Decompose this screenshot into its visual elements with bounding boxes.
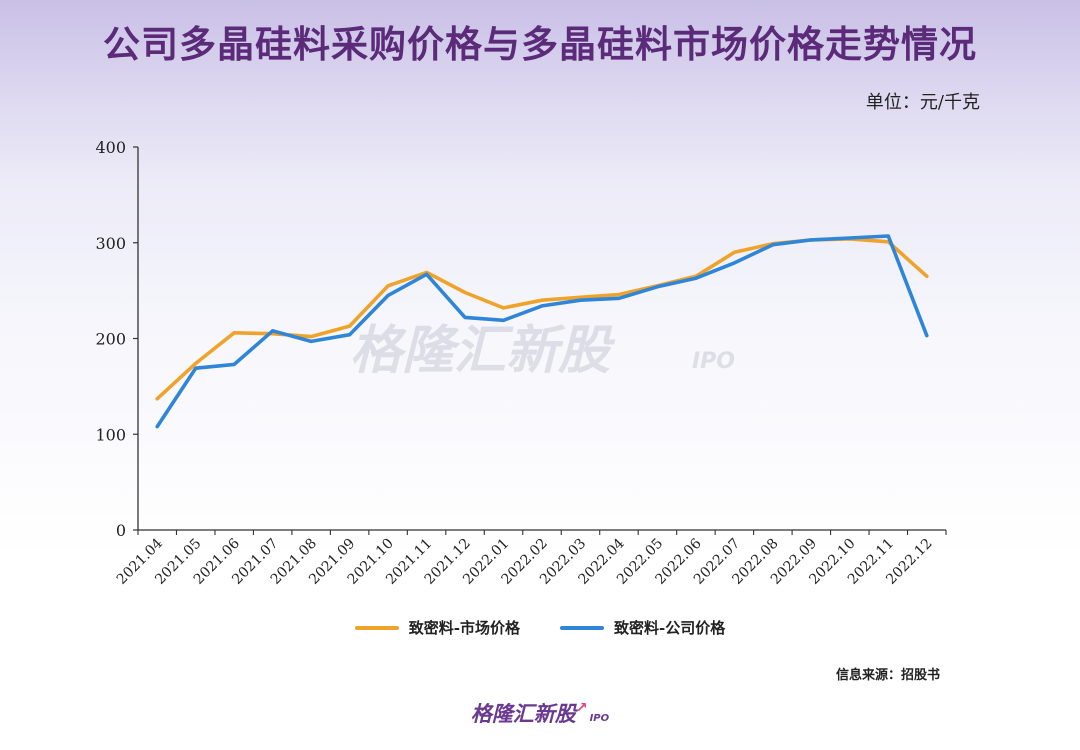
data-point-company — [579, 298, 582, 302]
chart-series — [155, 234, 929, 429]
data-point-market — [579, 295, 582, 299]
brand-logo-ipo: IPO — [589, 713, 610, 724]
chart-legend: 致密料-市场价格 致密料-公司价格 — [0, 617, 1080, 638]
data-point-company — [809, 238, 813, 242]
data-point-company — [463, 315, 467, 319]
watermark-sub: IPO — [692, 349, 735, 374]
data-point-company — [694, 276, 698, 280]
y-tick-label: 100 — [95, 425, 126, 444]
data-point-company — [655, 285, 659, 289]
data-point-company — [925, 334, 929, 338]
data-point-market — [502, 306, 505, 310]
legend-label-market: 致密料-市场价格 — [408, 619, 520, 637]
data-point-market — [348, 324, 352, 328]
y-tick-label: 400 — [95, 138, 126, 157]
data-point-company — [771, 243, 775, 247]
data-point-company — [155, 425, 159, 429]
data-point-market — [540, 298, 544, 302]
chart-title: 公司多晶硅料采购价格与多晶硅料市场价格走势情况 — [103, 23, 977, 66]
watermark: 格隆汇新股 IPO — [350, 321, 735, 381]
y-tick-label: 300 — [95, 234, 126, 253]
data-point-company — [617, 296, 621, 300]
data-point-market — [232, 331, 236, 335]
data-point-company — [271, 329, 275, 333]
brand-logo: 格隆汇新股↗IPO — [0, 698, 1080, 728]
data-point-market — [617, 293, 621, 296]
data-point-company — [732, 261, 736, 265]
brand-logo-text: 格隆汇新股 — [470, 702, 576, 726]
legend-label-company: 致密料-公司价格 — [614, 619, 726, 637]
y-tick-label: 200 — [95, 330, 126, 349]
data-point-company — [309, 339, 313, 343]
y-tick-label: 0 — [116, 521, 126, 540]
watermark-text: 格隆汇新股 — [350, 321, 616, 381]
data-point-market — [732, 250, 736, 254]
source-note: 信息来源：招股书 — [835, 668, 940, 683]
data-point-company — [348, 333, 352, 337]
trend-arrow-icon: ↗ — [575, 700, 588, 716]
data-point-market — [925, 274, 929, 278]
data-point-company — [194, 366, 198, 370]
data-point-company — [886, 234, 890, 238]
data-point-company — [502, 318, 505, 322]
data-point-market — [463, 291, 467, 294]
data-point-company — [386, 293, 390, 297]
data-point-company — [540, 304, 544, 308]
legend-item-market: 致密料-市场价格 — [354, 617, 520, 638]
data-point-company — [425, 272, 429, 276]
data-point-market — [309, 335, 313, 339]
data-point-company — [848, 236, 852, 240]
legend-swatch-company — [560, 625, 604, 630]
data-point-market — [194, 361, 198, 365]
data-point-market — [155, 397, 159, 401]
legend-item-company: 致密料-公司价格 — [560, 617, 725, 638]
legend-swatch-market — [354, 625, 399, 630]
data-point-company — [232, 362, 236, 366]
unit-label: 单位：元/千克 — [865, 92, 980, 113]
data-point-market — [386, 284, 390, 288]
